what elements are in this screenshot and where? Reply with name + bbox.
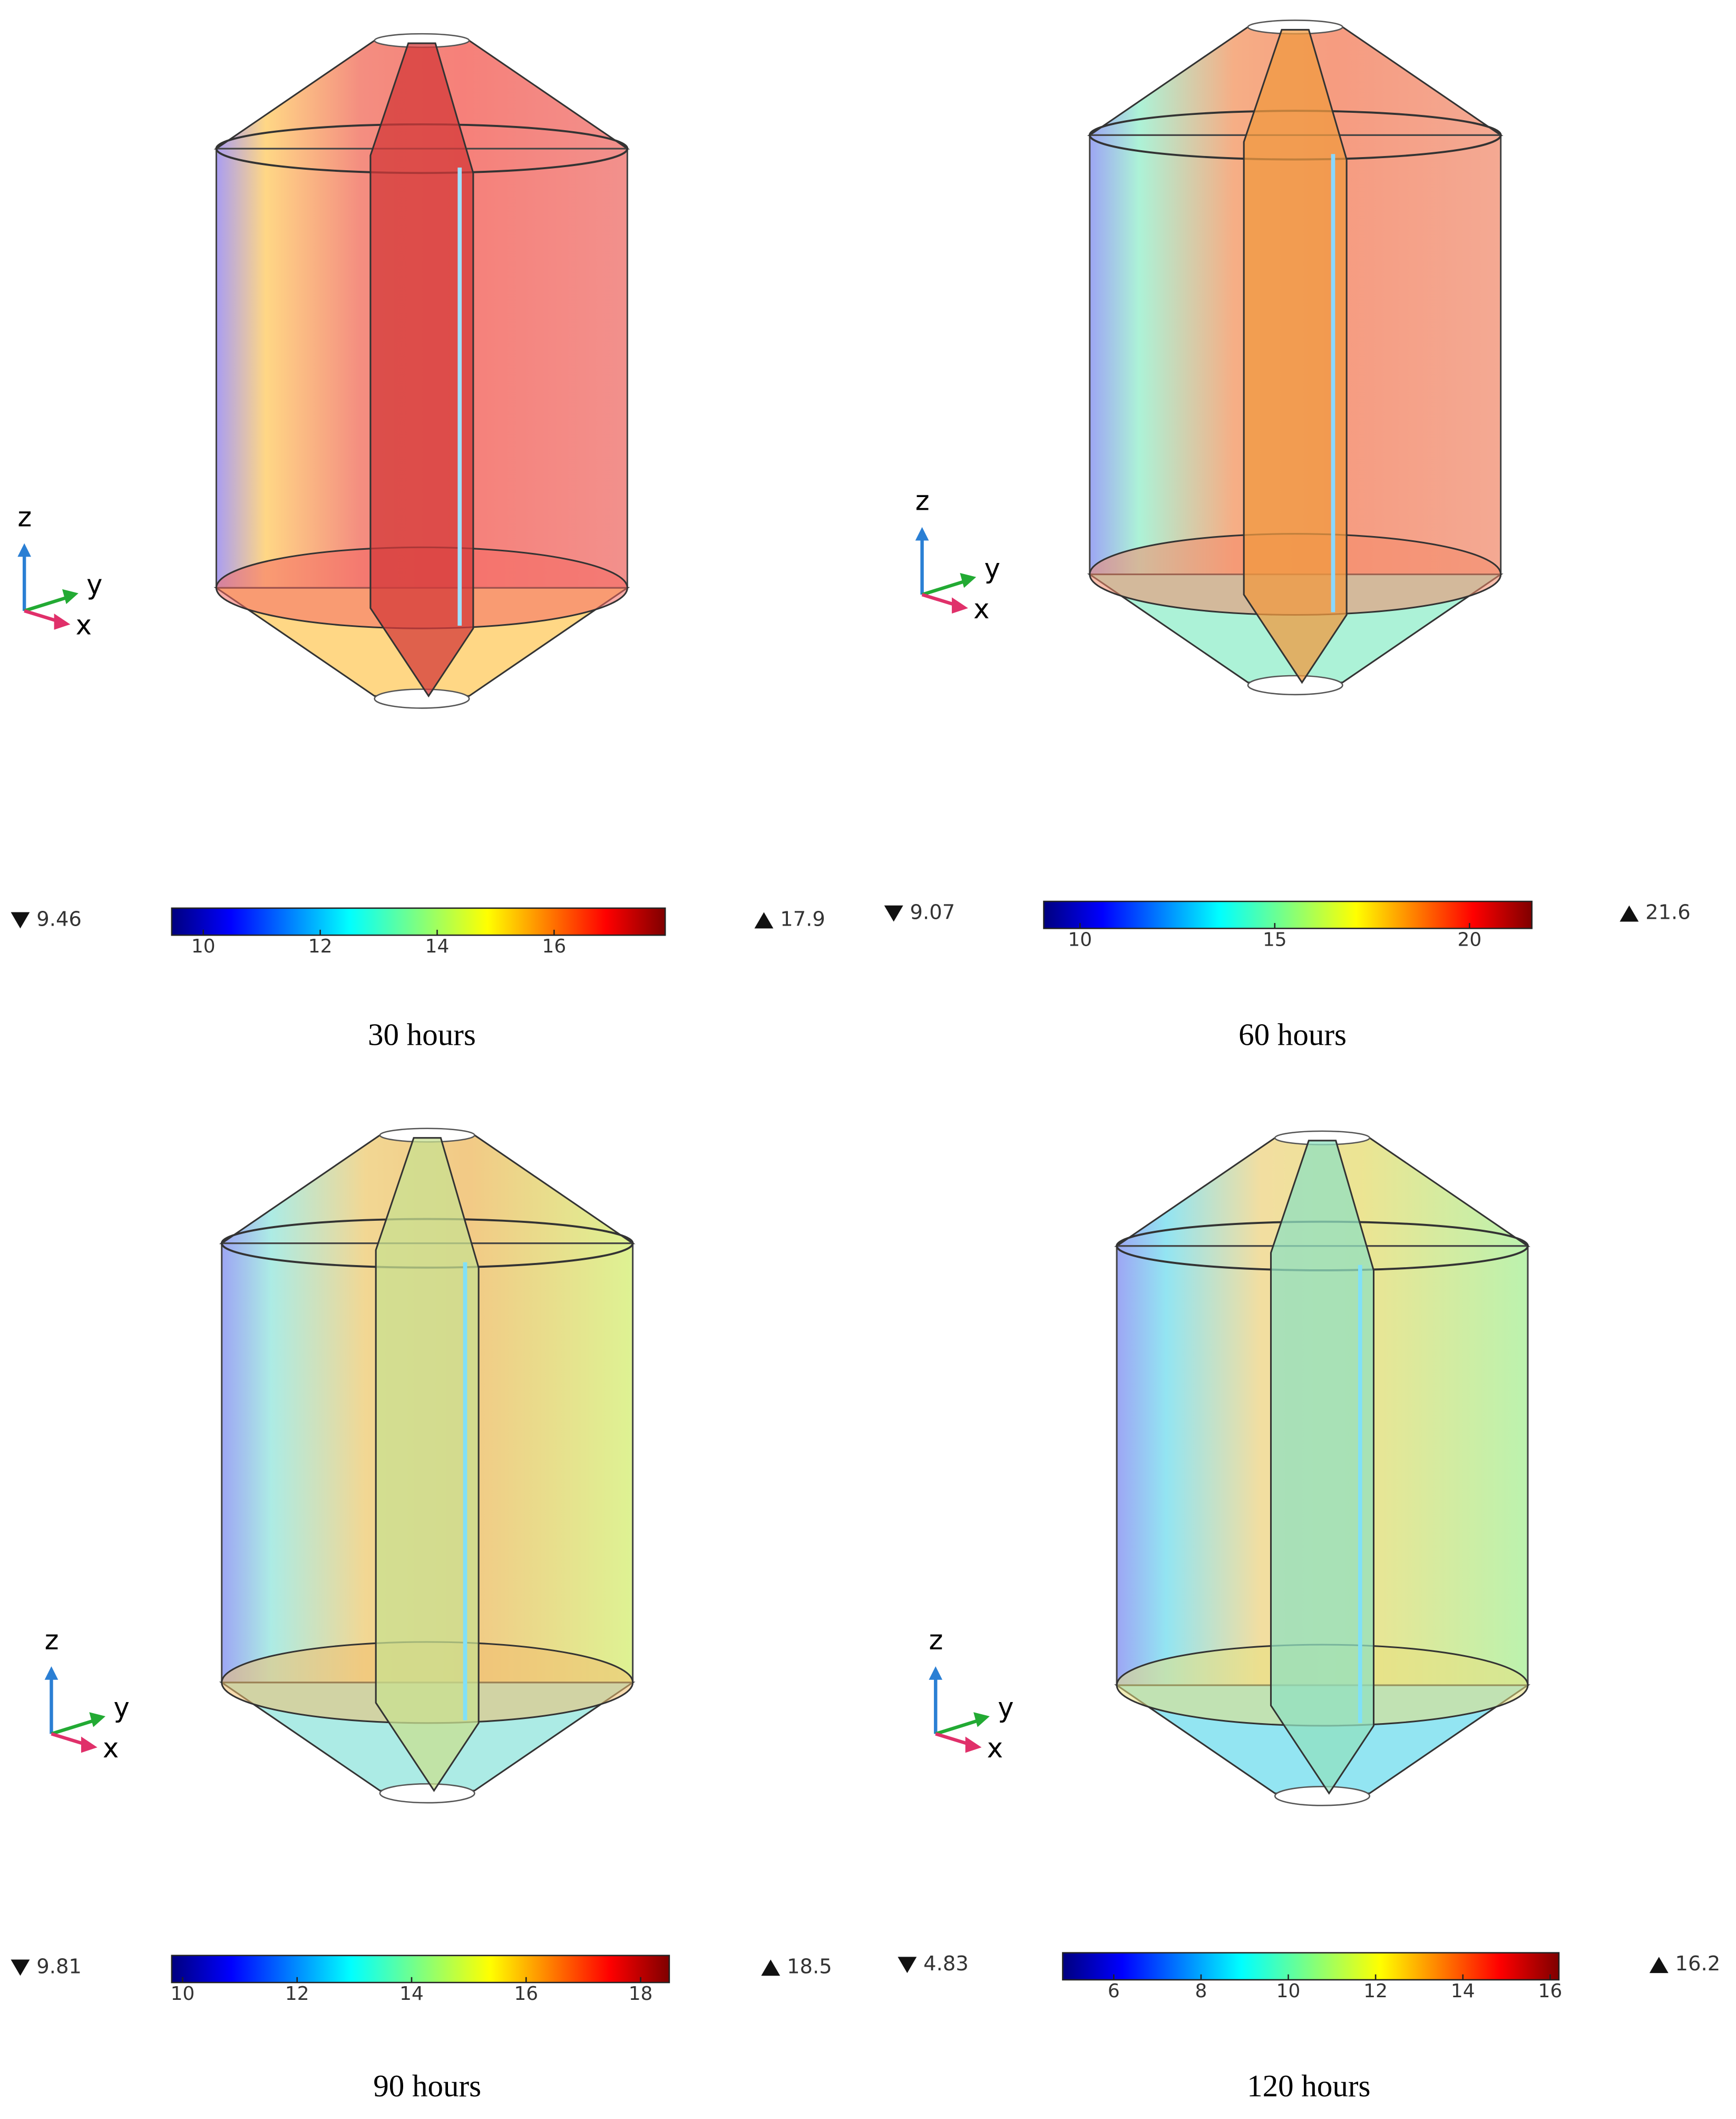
axis-z-head [17,543,32,557]
colorbar [171,907,666,936]
axis-x [51,1732,87,1746]
min-marker [11,1959,30,1976]
colorbar-tick-label: 10 [191,936,216,957]
max-value: 17.9 [780,907,825,931]
axis-x [24,609,60,624]
axis-z-head [44,1666,58,1680]
center-column [375,1137,480,1792]
axis-x [935,1732,971,1746]
axis-x-head [81,1736,97,1753]
colorbar-tick-label: 16 [542,936,567,957]
axis-z-label: z [17,502,32,533]
max-value: 18.5 [787,1955,832,1978]
axis-y-head [89,1712,106,1727]
colorbar-tick-label: 15 [1263,929,1287,950]
axis-x-label: x [973,594,989,625]
colorbar-tick-label: 6 [1108,1980,1120,2002]
axis-x-label: x [987,1733,1003,1764]
axis-y [24,596,69,613]
min-value: 9.46 [36,907,82,931]
center-column [1243,28,1348,684]
max-marker [754,912,774,929]
colorbar-tick-label: 14 [1451,1980,1475,2002]
colorbar-tick-label: 12 [308,936,333,957]
bottom-outlet [1274,1786,1371,1806]
bottom-outlet [374,688,470,709]
panel: z yx 6 8 10 12 14 16 4.83 16.2 120 hours [898,1130,1721,2103]
axis-z-head [915,527,929,541]
axis-y-label: y [998,1692,1013,1724]
bottom-outlet [379,1783,475,1804]
axis-y [51,1718,95,1736]
max-marker [1649,1957,1669,1974]
min-value: 9.07 [910,901,955,925]
colorbar-tick-label: 16 [514,1983,538,2005]
axis-x-label: x [103,1733,119,1764]
axis-y-label: y [113,1692,129,1724]
min-marker [11,912,30,929]
axis-y-label: y [86,569,102,601]
center-column [1270,1140,1375,1795]
colorbar-tick-label: 18 [629,1983,653,2005]
caption: 120 hours [1247,2068,1370,2103]
axis-y-head [960,573,977,588]
max-value: 21.6 [1645,901,1691,925]
caption: 90 hours [373,2068,481,2103]
colorbar-tick-label: 10 [171,1983,195,2005]
axis-z-label: z [929,1625,943,1656]
colorbar-tick-label: 12 [1363,1980,1388,2002]
axis-y [921,579,966,597]
bottom-outlet [1247,675,1343,696]
min-value: 9.81 [36,1955,82,1978]
axis-y-head [62,589,79,605]
colorbar [171,1955,670,1984]
axis-y-label: y [984,553,1000,585]
axis-x-head [965,1736,982,1753]
panel: z yx 10 15 20 9.07 21.6 60 hours [884,20,1691,1052]
colorbar-tick-label: 10 [1276,1980,1301,2002]
colorbar-tick-label: 14 [425,936,450,957]
axis-x [921,592,958,607]
max-value: 16.2 [1675,1952,1721,1976]
panel: z yx 10 12 14 16 9.46 17.9 30 hours [11,33,825,1052]
min-marker [898,1957,917,1974]
min-marker [884,905,903,922]
colorbar [1043,900,1533,929]
caption: 30 hours [368,1017,476,1052]
max-marker [1620,905,1639,922]
axis-x-label: x [76,610,92,641]
axis-z-label: z [45,1625,59,1656]
colorbar-tick-label: 8 [1195,1980,1207,2002]
colorbar-tick-label: 14 [399,1983,424,2005]
colorbar-tick-label: 20 [1458,929,1482,950]
colorbar-tick-label: 12 [285,1983,309,2005]
axis-z-label: z [915,485,930,517]
axis-x-head [54,613,71,630]
axis-z-head [929,1666,943,1680]
axis-y-head [973,1712,990,1727]
center-column [369,42,474,698]
axis-x-head [952,597,968,614]
min-value: 4.83 [923,1952,969,1976]
caption: 60 hours [1238,1017,1347,1052]
max-marker [761,1959,781,1976]
colorbar-tick-label: 16 [1538,1980,1563,2002]
colorbar [1062,1952,1560,1981]
axis-y [935,1718,980,1736]
panel: z yx 10 12 14 16 18 9.81 18.5 90 hours [11,1127,832,2103]
colorbar-tick-label: 10 [1068,929,1092,950]
